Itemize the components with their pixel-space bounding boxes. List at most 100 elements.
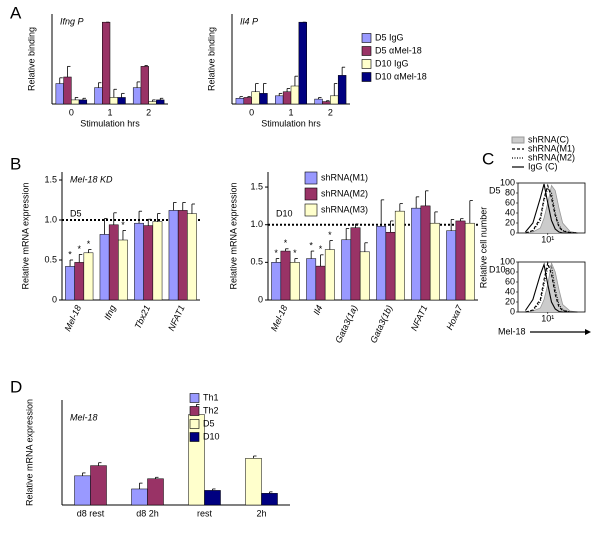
axis-arrowhead [585, 329, 591, 335]
chart-title: Ifng P [60, 16, 84, 26]
significance-star: * [68, 249, 72, 259]
x-tick-label: rest [197, 508, 213, 518]
y-tick-label: 40 [505, 207, 515, 217]
x-tick-label: 1 [107, 107, 112, 117]
legend-label: D5 [203, 418, 215, 428]
y-tick-label: 20 [505, 217, 515, 227]
x-tick-label: Ifng [102, 304, 117, 322]
x-tick-label: 0 [249, 107, 254, 117]
bar [63, 76, 72, 105]
bar [187, 213, 197, 301]
bar [290, 85, 300, 105]
y-tick-label: 0 [510, 227, 515, 237]
legend-label: Th2 [203, 405, 219, 415]
panel-label: C [482, 149, 494, 168]
legend-label: shRNA(C) [528, 134, 569, 144]
x-tick-label: Mel-18 [63, 304, 84, 333]
bar [55, 83, 64, 105]
panel-label: A [10, 3, 22, 22]
x-tick-label: 2 [146, 107, 151, 117]
bar [108, 224, 119, 301]
legend-swatch [189, 432, 200, 442]
y-tick-label: 1.0 [250, 219, 263, 229]
bar [143, 225, 154, 301]
bar [359, 251, 370, 301]
x-tick-label: 0 [69, 107, 74, 117]
y-tick-label: 0 [510, 306, 515, 316]
legend-swatch [361, 72, 372, 82]
x-tick-label: 10¹ [541, 313, 554, 323]
x-tick-label: NFAT1 [166, 304, 187, 333]
histogram-line [525, 260, 578, 313]
legend-swatch [361, 46, 372, 56]
chart-title: Il4 P [240, 16, 258, 26]
bar [152, 221, 163, 301]
legend-label: shRNA(M1) [321, 172, 368, 182]
bar [156, 99, 165, 105]
legend-swatch [189, 393, 200, 403]
legend-swatch [189, 419, 200, 429]
x-tick-label: Tbx21 [133, 304, 153, 331]
bar [315, 265, 326, 301]
legend-swatch [361, 59, 372, 69]
legend-label: D10 αMel-18 [375, 71, 427, 81]
histogram-area [525, 261, 578, 313]
bar [148, 101, 157, 105]
significance-star: * [284, 238, 288, 248]
bar [275, 95, 284, 105]
bar [261, 493, 278, 506]
legend-swatch [304, 203, 318, 217]
significance-star: * [293, 248, 297, 258]
bar [147, 478, 164, 506]
y-axis-label: Relative binding [26, 27, 36, 91]
legend-swatch [511, 136, 525, 144]
legend-label: Th1 [203, 392, 219, 402]
bar [271, 262, 282, 301]
legend-label: D10 [203, 431, 220, 441]
bar [168, 210, 179, 301]
bar [464, 222, 475, 301]
x-tick-label: Mel-18 [269, 304, 290, 333]
bar [324, 249, 335, 301]
x-tick-label: 1 [288, 107, 293, 117]
bar [289, 262, 300, 301]
y-tick-label: 0.5 [44, 254, 57, 264]
histogram-line [525, 265, 578, 313]
y-tick-label: 40 [505, 286, 515, 296]
bar [94, 87, 103, 105]
bar [350, 227, 361, 301]
bar [411, 207, 422, 301]
bar [322, 101, 331, 105]
bar [330, 95, 339, 105]
x-tick-label: Gata3(1a) [333, 304, 359, 345]
y-tick-label: 0 [52, 294, 57, 304]
significance-star: * [87, 239, 91, 249]
histogram-line [525, 186, 578, 234]
y-tick-label: 80 [505, 187, 515, 197]
histogram-area [525, 184, 578, 234]
bar [71, 99, 80, 105]
histogram-line [525, 183, 578, 234]
bar [90, 465, 107, 506]
subplot-label: D10 [489, 264, 506, 274]
legend-swatch [304, 171, 318, 185]
significance-star: * [309, 240, 313, 250]
y-axis-label: Relative mRNA expression [20, 182, 30, 289]
chart-title: Mel-18 KD [70, 174, 113, 184]
y-tick-label: 0.5 [250, 257, 263, 267]
bar [102, 21, 111, 105]
significance-star: * [319, 244, 323, 254]
y-tick-label: 80 [505, 266, 515, 276]
bar [65, 266, 75, 301]
y-tick-label: 60 [505, 276, 515, 286]
bar [298, 21, 307, 105]
legend-label: D5 IgG [375, 32, 404, 42]
bar [282, 91, 292, 105]
x-tick-label: 2 [328, 107, 333, 117]
bar [385, 231, 396, 301]
y-tick-label: 100 [500, 177, 515, 187]
significance-star: * [121, 220, 125, 230]
bar [204, 490, 221, 506]
histogram-line [525, 183, 578, 234]
